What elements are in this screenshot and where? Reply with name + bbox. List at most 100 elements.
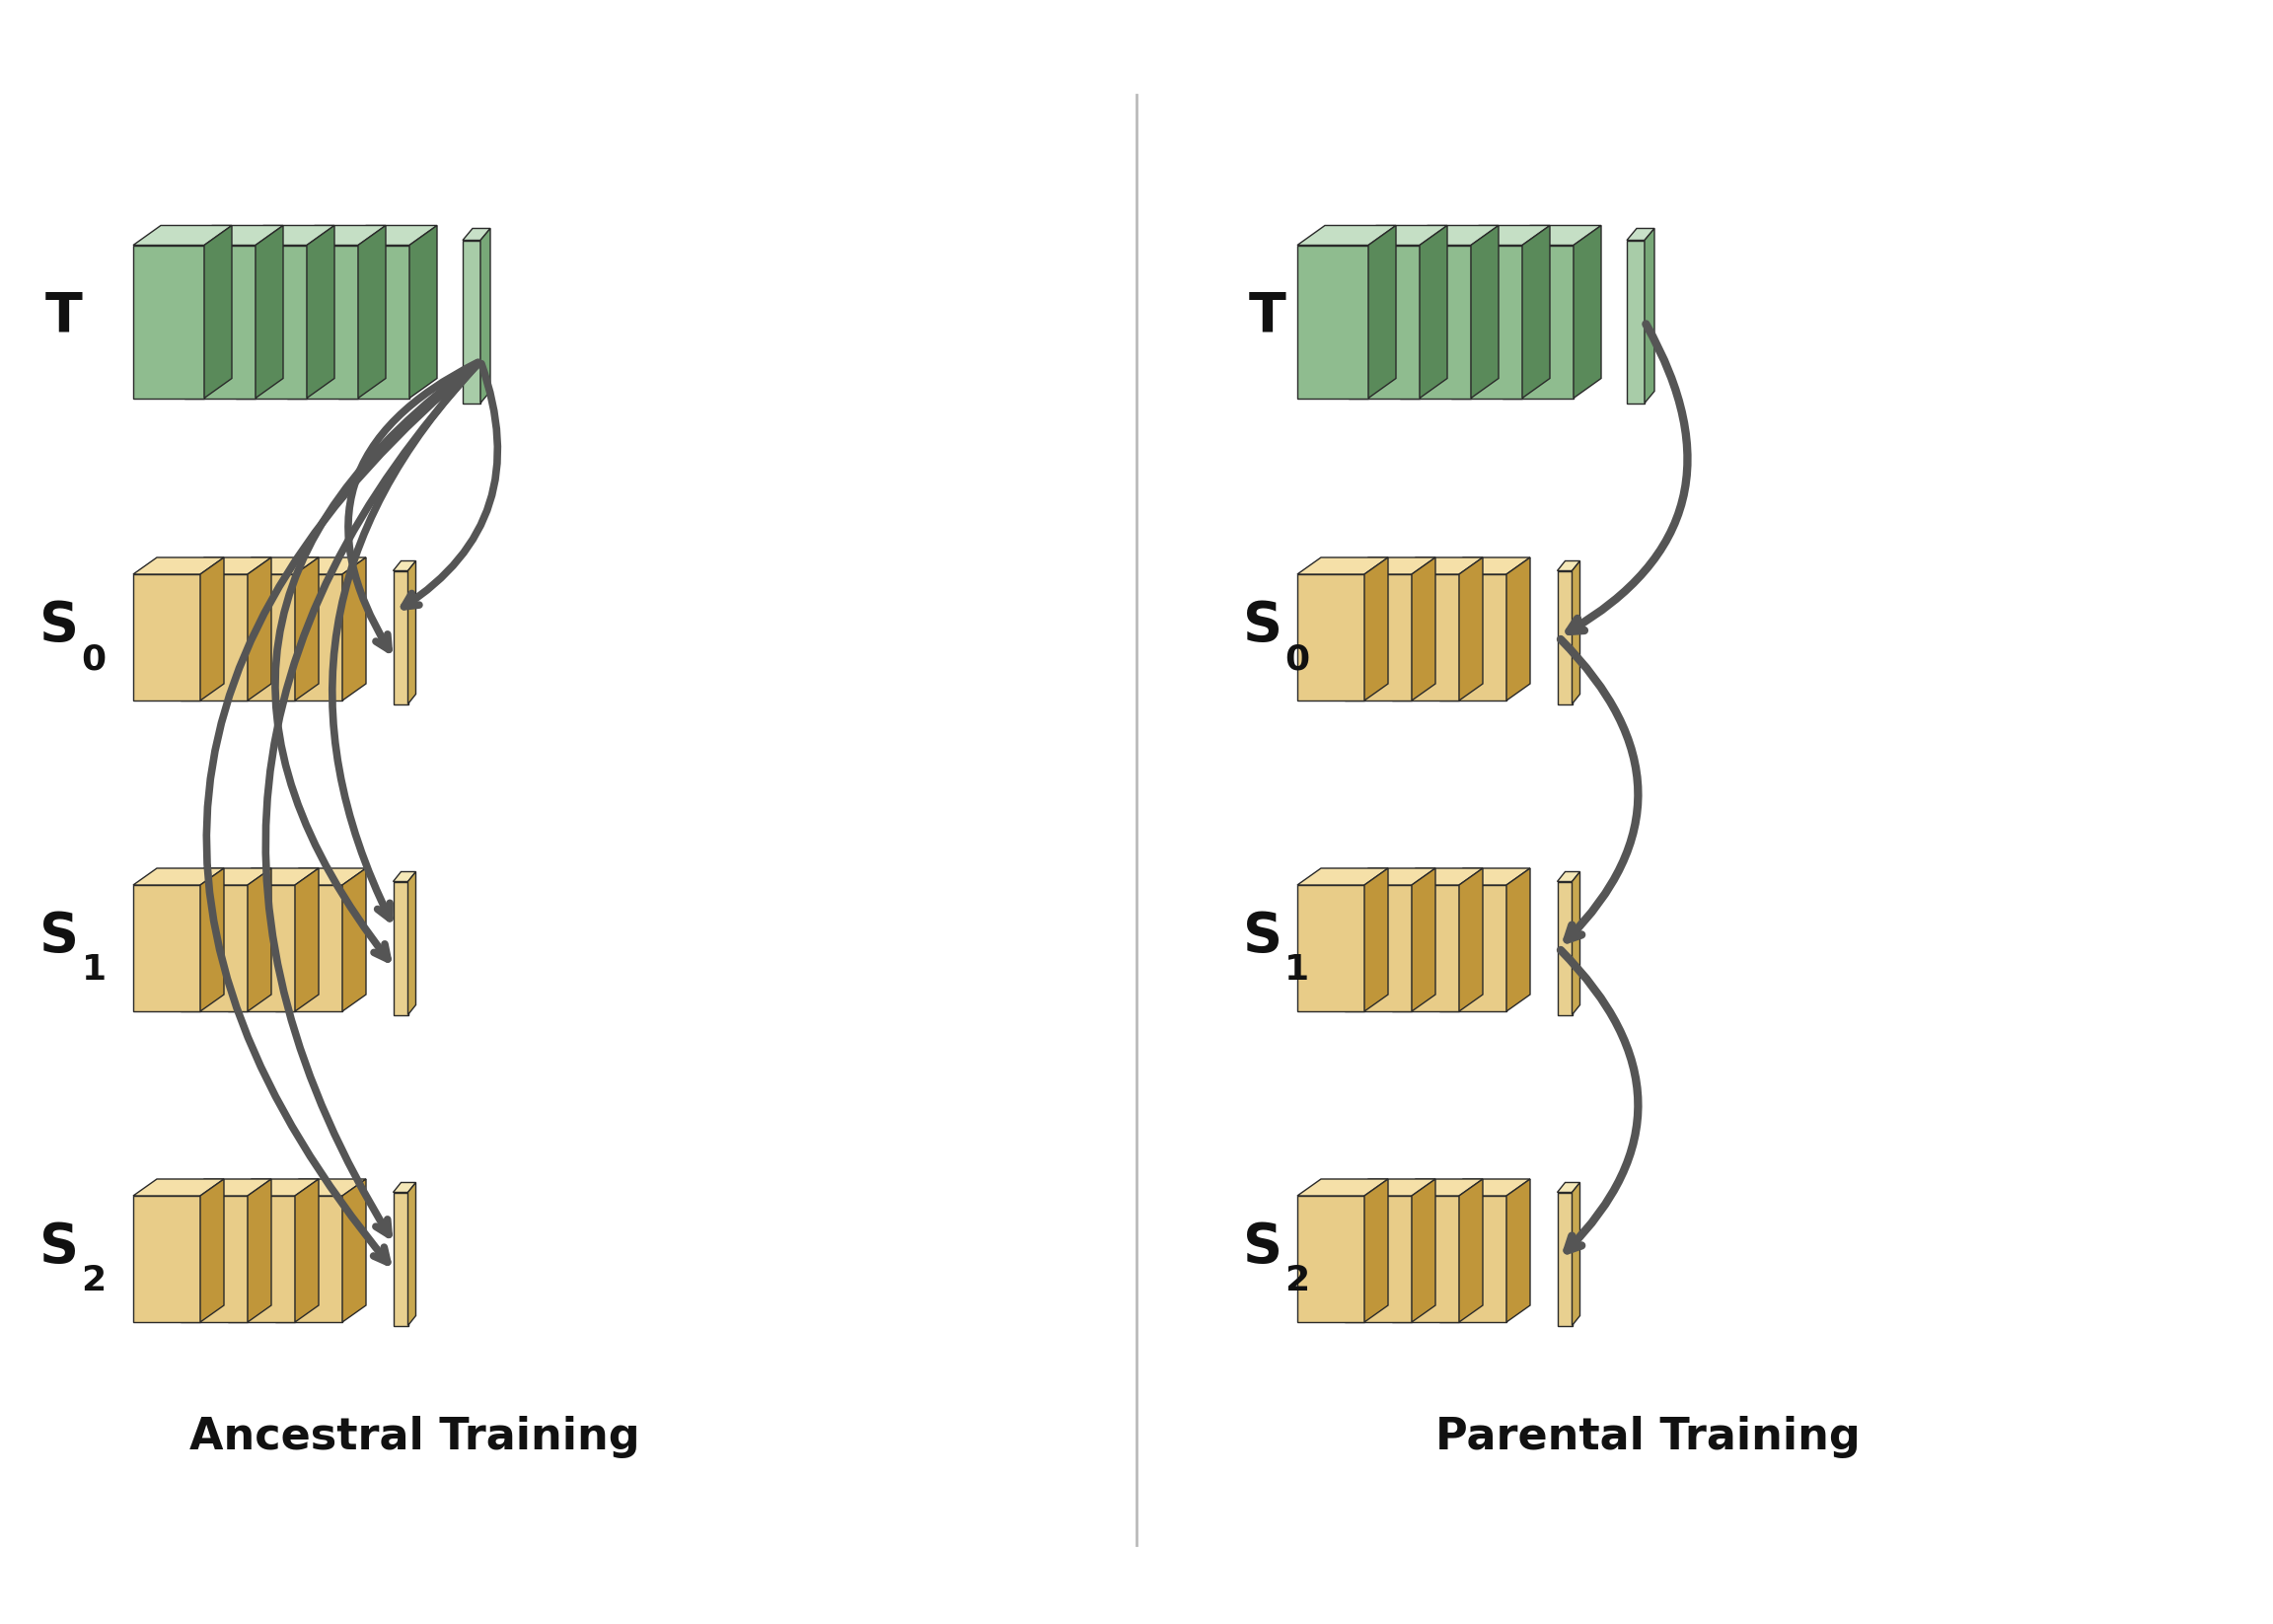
Polygon shape xyxy=(236,245,307,398)
Polygon shape xyxy=(1298,869,1389,885)
Polygon shape xyxy=(1507,1179,1530,1322)
Polygon shape xyxy=(1439,557,1530,575)
Polygon shape xyxy=(1298,557,1389,575)
Polygon shape xyxy=(184,245,255,398)
Polygon shape xyxy=(464,240,480,403)
Polygon shape xyxy=(1557,1192,1573,1325)
Polygon shape xyxy=(134,1195,200,1322)
Polygon shape xyxy=(393,570,407,703)
Polygon shape xyxy=(205,226,232,398)
Polygon shape xyxy=(1646,229,1655,403)
Polygon shape xyxy=(275,1195,343,1322)
Polygon shape xyxy=(1346,575,1412,700)
Polygon shape xyxy=(1298,226,1396,245)
Polygon shape xyxy=(180,1195,248,1322)
Polygon shape xyxy=(1627,240,1646,403)
Polygon shape xyxy=(295,869,318,1012)
Polygon shape xyxy=(227,1195,295,1322)
Polygon shape xyxy=(200,557,225,700)
Text: S: S xyxy=(1243,599,1282,653)
Polygon shape xyxy=(134,226,232,245)
Polygon shape xyxy=(1391,575,1459,700)
Polygon shape xyxy=(1507,557,1530,700)
Polygon shape xyxy=(1439,869,1530,885)
Polygon shape xyxy=(1573,226,1600,398)
Polygon shape xyxy=(1412,869,1437,1012)
Polygon shape xyxy=(200,1179,225,1322)
Polygon shape xyxy=(1459,1179,1482,1322)
Polygon shape xyxy=(134,1179,225,1195)
Polygon shape xyxy=(1450,245,1523,398)
Text: Parental Training: Parental Training xyxy=(1434,1416,1859,1458)
Polygon shape xyxy=(134,885,200,1012)
Polygon shape xyxy=(1412,557,1437,700)
Polygon shape xyxy=(1627,229,1655,240)
Polygon shape xyxy=(343,869,366,1012)
Polygon shape xyxy=(248,557,270,700)
Polygon shape xyxy=(134,575,200,700)
Polygon shape xyxy=(407,1182,416,1325)
Polygon shape xyxy=(184,226,284,245)
Text: 0: 0 xyxy=(1284,643,1309,676)
Polygon shape xyxy=(1298,1179,1389,1195)
Polygon shape xyxy=(286,226,386,245)
Text: S: S xyxy=(39,1221,80,1273)
Polygon shape xyxy=(393,872,416,882)
Polygon shape xyxy=(1346,869,1437,885)
Polygon shape xyxy=(1459,869,1482,1012)
Polygon shape xyxy=(1298,885,1364,1012)
Polygon shape xyxy=(1557,872,1580,882)
Polygon shape xyxy=(1557,882,1573,1015)
Polygon shape xyxy=(393,882,407,1015)
Polygon shape xyxy=(1368,226,1396,398)
Polygon shape xyxy=(227,557,318,575)
Polygon shape xyxy=(134,245,205,398)
Polygon shape xyxy=(1346,557,1437,575)
Polygon shape xyxy=(134,557,225,575)
Text: 2: 2 xyxy=(1284,1263,1309,1298)
Polygon shape xyxy=(393,560,416,570)
Polygon shape xyxy=(1391,1179,1482,1195)
Polygon shape xyxy=(1364,869,1389,1012)
Polygon shape xyxy=(275,557,366,575)
Polygon shape xyxy=(407,872,416,1015)
Polygon shape xyxy=(1346,1179,1437,1195)
Polygon shape xyxy=(1523,226,1550,398)
Polygon shape xyxy=(393,1182,416,1192)
Polygon shape xyxy=(1557,560,1580,570)
Polygon shape xyxy=(275,885,343,1012)
Text: 1: 1 xyxy=(1284,953,1309,987)
Polygon shape xyxy=(295,557,318,700)
Polygon shape xyxy=(1421,226,1448,398)
Polygon shape xyxy=(236,226,334,245)
Polygon shape xyxy=(343,1179,366,1322)
Polygon shape xyxy=(1439,1195,1507,1322)
Text: 2: 2 xyxy=(82,1263,107,1298)
Polygon shape xyxy=(343,557,366,700)
Polygon shape xyxy=(1573,560,1580,703)
Polygon shape xyxy=(1400,245,1471,398)
Text: Ancestral Training: Ancestral Training xyxy=(189,1416,639,1458)
Polygon shape xyxy=(307,226,334,398)
Polygon shape xyxy=(1502,226,1600,245)
Polygon shape xyxy=(480,229,491,403)
Polygon shape xyxy=(1412,1179,1437,1322)
Text: 0: 0 xyxy=(82,643,107,676)
Polygon shape xyxy=(1439,1179,1530,1195)
Polygon shape xyxy=(1450,226,1550,245)
Polygon shape xyxy=(180,1179,270,1195)
Polygon shape xyxy=(275,1179,366,1195)
Text: S: S xyxy=(39,599,80,653)
Polygon shape xyxy=(1471,226,1498,398)
Polygon shape xyxy=(339,245,409,398)
Text: 1: 1 xyxy=(82,953,107,987)
Polygon shape xyxy=(1459,557,1482,700)
Polygon shape xyxy=(248,869,270,1012)
Polygon shape xyxy=(1298,575,1364,700)
Polygon shape xyxy=(1439,885,1507,1012)
Polygon shape xyxy=(295,1179,318,1322)
Polygon shape xyxy=(255,226,284,398)
Polygon shape xyxy=(1348,226,1448,245)
Polygon shape xyxy=(180,869,270,885)
Polygon shape xyxy=(1507,869,1530,1012)
